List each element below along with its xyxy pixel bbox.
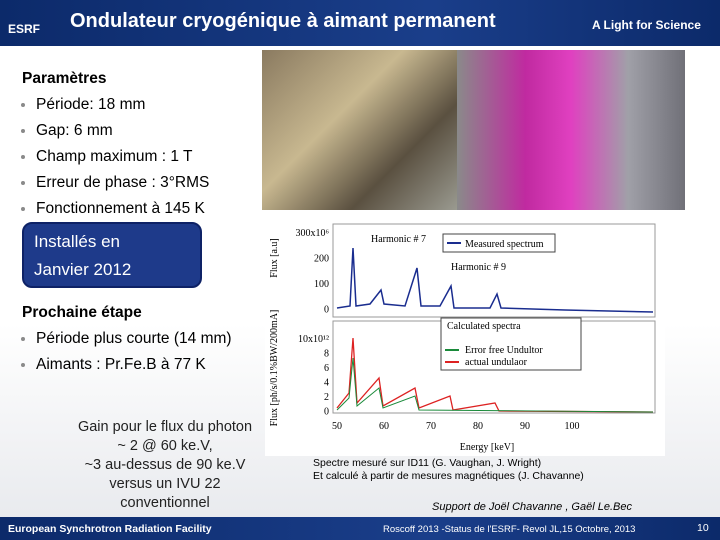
y-tick-label: 100 [314,279,329,290]
errorfree-curve [336,357,654,413]
caption: Spectre mesuré sur ID11 (G. Vaughan, J. … [313,457,584,483]
actual-curve [336,337,654,413]
annotation: Harmonic # 7 [371,234,426,245]
list: Période: 18 mmGap: 6 mmChamp maximum : 1… [22,92,209,222]
y-tick-label: 4 [324,378,329,389]
x-tick-label: 100 [565,421,580,432]
line: conventionnel [120,495,210,511]
line: ~3 au-dessus de 90 ke.V [84,457,246,473]
x-tick-label: 90 [520,421,530,432]
legend-label: Measured spectrum [465,239,544,250]
line: versus un IVU 22 [109,476,221,492]
list-item: Fonctionnement à 145 K [36,196,209,222]
photo-right [457,50,685,210]
heading: Paramètres [22,70,107,87]
annotation: Harmonic # 9 [451,262,506,273]
y-label: Flux [a.u] [269,238,280,277]
figure: Measured spectrum Calculated spectra Err… [265,218,665,456]
line: Et calculé à partir de mesures magnétiqu… [313,470,584,482]
params: Paramètres Période: 18 mmGap: 6 mmChamp … [22,66,209,222]
line: Gain pour le flux du photon [77,419,253,435]
list-item: Gap: 6 mm [36,118,209,144]
line: Installés en [34,232,120,251]
y-tick-label: 0 [324,407,329,418]
line: Spectre mesuré sur ID11 (G. Vaughan, J. … [313,457,542,469]
list-item: Période: 18 mm [36,92,209,118]
list-item: Erreur de phase : 3°RMS [36,170,209,196]
top-frame [332,223,656,318]
y-label: Flux [ph/s/0.1%BW/200mA] [269,310,280,427]
y-tick-label: 10x10¹² [298,334,329,345]
legend-bottom [440,317,582,371]
title: Ondulateur cryogénique à aimant permanen… [70,10,496,32]
legend-label: Error free Undultor [465,345,543,356]
y-tick-label: 200 [314,254,329,265]
legend-label: actual undulaor [465,357,528,368]
list-item: Champ maximum : 1 T [36,144,209,170]
list-item: Période plus courte (14 mm) [36,326,232,352]
x-label: Energy [keV] [460,442,515,453]
photo-left [262,50,457,210]
support: Support de Joël Chavanne , Gaël Le.Bec [432,501,632,513]
y-tick-label: 300x10⁶ [296,228,330,239]
line: ~ 2 @ 60 ke.V, [117,438,213,454]
footer-citation: Roscoff 2013 -Status de l'ESRF- Revol JL… [383,524,636,535]
list-item: Aimants : Pr.Fe.B à 77 K [36,352,232,378]
x-tick-label: 70 [426,421,436,432]
line: Janvier 2012 [34,260,132,279]
heading: Prochaine étape [22,304,142,321]
gain: Gain pour le flux du photon ~ 2 @ 60 ke.V… [40,418,290,513]
legend-top [442,233,556,253]
next: Prochaine étape Période plus courte (14 … [22,300,232,378]
y-tick-label: 0 [324,305,329,316]
tagline: A Light for Science [592,18,701,32]
footer-org: European Synchrotron Radiation Facility [8,523,212,535]
page-number: 10 [697,522,709,534]
installed-box: Installés en Janvier 2012 [22,222,202,288]
footer-bar [0,517,720,540]
logo: ESRF [8,22,41,36]
y-tick-label: 8 [324,349,329,360]
header-bar [0,0,720,46]
x-tick-label: 80 [473,421,483,432]
x-tick-label: 60 [379,421,389,432]
x-tick-label: 50 [332,421,342,432]
legend-title: Calculated spectra [447,321,521,332]
list: Période plus courte (14 mm)Aimants : Pr.… [22,326,232,378]
y-tick-label: 6 [324,363,329,374]
y-tick-label: 2 [324,392,329,403]
measured-curve [336,247,654,313]
